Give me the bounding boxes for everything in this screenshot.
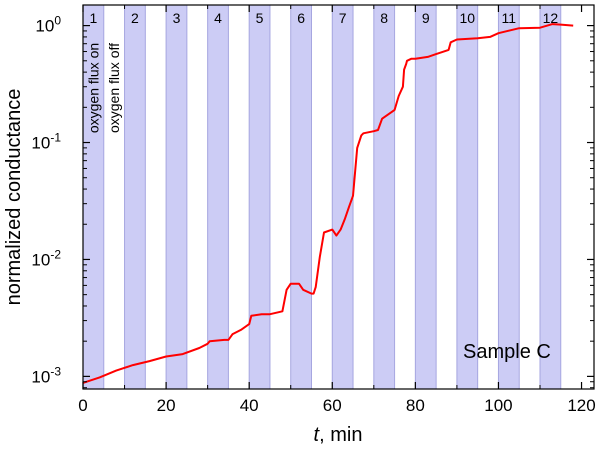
x-tick-label: 0 xyxy=(78,396,87,415)
band-number-label: 12 xyxy=(543,10,559,26)
oxygen-band-2 xyxy=(124,5,146,389)
oxygen-flux-on-label: oxygen flux on xyxy=(85,43,101,133)
x-axis-label: t, min xyxy=(314,424,363,446)
x-tick-label: 20 xyxy=(157,396,176,415)
oxygen-flux-off-label: oxygen flux off xyxy=(106,43,122,133)
oxygen-band-12 xyxy=(539,5,561,389)
x-tick-label: 40 xyxy=(240,396,259,415)
band-number-label: 10 xyxy=(459,10,475,26)
oxygen-band-8 xyxy=(373,5,395,389)
band-number-label: 1 xyxy=(89,10,97,26)
band-number-label: 9 xyxy=(422,10,430,26)
band-number-label: 7 xyxy=(339,10,347,26)
plot-frame xyxy=(82,4,595,390)
band-number-label: 3 xyxy=(173,10,181,26)
x-tick-label: 60 xyxy=(323,396,342,415)
oxygen-band-4 xyxy=(207,5,229,389)
oxygen-band-1 xyxy=(83,5,104,389)
oxygen-band-10 xyxy=(456,5,478,389)
y-tick-label: 10-3 xyxy=(31,364,61,386)
oxygen-band-3 xyxy=(166,5,187,389)
conductance-series xyxy=(83,23,574,384)
y-tick-exponent: 0 xyxy=(54,14,61,28)
oxygen-band-6 xyxy=(290,5,312,389)
band-number-label: 11 xyxy=(502,10,517,26)
y-tick-exponent: -3 xyxy=(50,364,61,378)
y-tick-exponent: -1 xyxy=(50,131,61,145)
oxygen-band-9 xyxy=(415,5,437,389)
band-number-labels: 1 2 3 4 5 6 7 8 9 10 11 12 xyxy=(89,10,558,26)
x-tick-label: 120 xyxy=(567,396,595,415)
oxygen-band-11 xyxy=(498,5,520,389)
oxygen-on-bands xyxy=(83,5,562,389)
band-number-label: 4 xyxy=(214,10,222,26)
band-number-label: 6 xyxy=(297,10,305,26)
band-number-label: 2 xyxy=(131,10,139,26)
x-axis-variable: t xyxy=(314,424,321,446)
x-axis-unit: , min xyxy=(319,424,362,446)
band-number-label: 8 xyxy=(380,10,388,26)
band-number-label: 5 xyxy=(256,10,264,26)
oxygen-flux-notes: oxygen flux on oxygen flux off xyxy=(85,43,122,133)
oxygen-band-5 xyxy=(249,5,270,389)
sample-label: Sample C xyxy=(463,341,551,363)
y-tick-label: 10-2 xyxy=(31,247,61,269)
x-tick-label: 80 xyxy=(406,396,425,415)
x-tick-label: 100 xyxy=(484,396,512,415)
y-tick-exponent: -2 xyxy=(50,247,61,261)
oxygen-band-7 xyxy=(332,5,354,389)
y-tick-label: 100 xyxy=(35,14,61,36)
y-tick-label: 10-1 xyxy=(31,131,61,153)
y-axis-label: normalized conductance xyxy=(3,89,25,306)
conductance-line xyxy=(83,23,574,384)
